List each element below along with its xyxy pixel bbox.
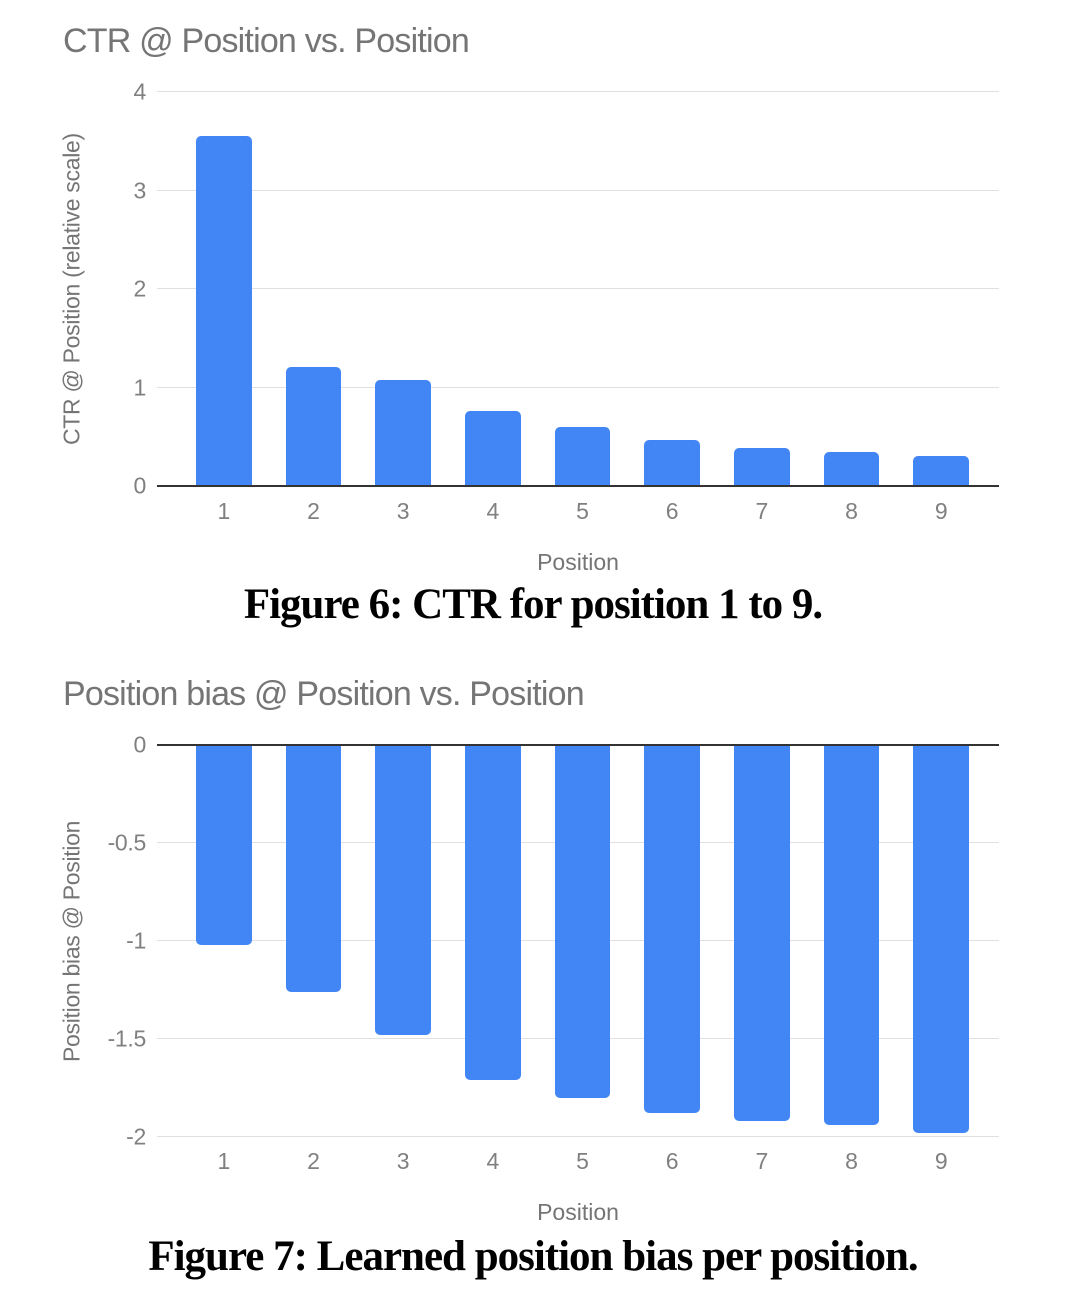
x-tick-label: 1: [217, 1148, 231, 1174]
y-tick-label: 4: [133, 78, 147, 105]
y-tick-label: 0: [133, 472, 147, 499]
bars-row: [179, 92, 986, 486]
y-tick-label: -1.5: [107, 1025, 147, 1052]
y-axis-labels: 0 1 2 3 4: [0, 79, 147, 499]
bar-position-7: [734, 745, 790, 1122]
y-tick-label: 3: [133, 177, 147, 203]
bar-cell: [179, 92, 269, 486]
bar-cell: [269, 745, 359, 1137]
gridline: [157, 1136, 999, 1137]
bar-cell: [717, 745, 807, 1137]
bar-cell: [896, 745, 986, 1137]
gridline: [157, 91, 999, 92]
x-tick-label: 2: [307, 498, 320, 524]
x-tick-label: 9: [934, 1148, 948, 1174]
x-tick-label: 7: [755, 1148, 769, 1174]
bars-row: [179, 745, 986, 1137]
bar-position-5: [554, 426, 611, 486]
x-tick-label: 4: [486, 498, 500, 524]
x-tick-label: 7: [755, 498, 769, 524]
bar-position-2: [285, 366, 342, 486]
bar-cell: [896, 92, 986, 486]
bar-position-4: [465, 411, 521, 486]
gridline: [157, 386, 999, 388]
y-tick-label: 2: [133, 275, 147, 302]
gridline: [157, 189, 999, 191]
bar-cell: [627, 92, 717, 486]
chart-title: Position bias @ Position vs. Position: [63, 675, 585, 713]
bar-cell: [448, 92, 538, 486]
plot-area: [157, 744, 999, 1137]
plot-area: [157, 91, 999, 487]
x-tick-label: 8: [845, 1148, 858, 1174]
position-bias-chart: Position bias @ Position vs. Position Po…: [0, 653, 1066, 1233]
ctr-chart: CTR @ Position vs. Position CTR @ Positi…: [0, 0, 1066, 578]
bar-position-1: [196, 136, 252, 486]
bar-position-9: [913, 745, 969, 1134]
figure-7-caption: Figure 7: Learned position bias per posi…: [148, 1233, 918, 1280]
bar-cell: [807, 745, 897, 1137]
x-tick-label: 5: [576, 1148, 589, 1174]
bar-cell: [717, 92, 807, 486]
x-tick-label: 6: [665, 498, 679, 524]
zero-axis-line: [157, 485, 999, 487]
bar-position-4: [465, 745, 521, 1081]
figure-6-caption: Figure 6: CTR for position 1 to 9.: [243, 581, 823, 628]
zero-axis-line: [157, 744, 999, 746]
bar-cell: [448, 745, 538, 1137]
bar-cell: [269, 92, 359, 486]
x-tick-label: 5: [576, 498, 589, 524]
bar-position-5: [554, 745, 611, 1098]
bar-position-7: [734, 447, 790, 486]
bar-cell: [538, 745, 628, 1137]
x-axis-labels: 1 2 3 4 5 6 7 8 9: [179, 498, 986, 526]
y-tick-label: -1: [126, 927, 146, 954]
x-tick-label: 1: [217, 498, 231, 524]
x-tick-label: 3: [396, 1148, 410, 1174]
x-axis-labels: 1 2 3 4 5 6 7 8 9: [179, 1148, 986, 1176]
bar-cell: [538, 92, 628, 486]
bar-position-8: [823, 745, 880, 1126]
y-tick-label: 0: [133, 731, 147, 758]
bar-position-2: [285, 745, 342, 992]
gridline: [157, 288, 999, 289]
y-axis-labels: 0 -0.5 -1 -1.5 -2: [0, 732, 147, 1150]
x-tick-label: 6: [665, 1148, 679, 1174]
x-tick-label: 2: [307, 1148, 320, 1174]
bar-cell: [627, 745, 717, 1137]
y-tick-label: -2: [126, 1123, 146, 1150]
bar-position-3: [375, 379, 431, 486]
bar-position-3: [375, 745, 431, 1036]
bar-cell: [358, 92, 448, 486]
bar-position-1: [196, 745, 252, 945]
bar-cell: [179, 745, 269, 1137]
x-tick-label: 8: [845, 498, 858, 524]
x-axis-title: Position: [537, 1199, 619, 1225]
y-tick-label: -0.5: [107, 829, 147, 856]
bar-position-9: [913, 456, 969, 486]
bar-cell: [807, 92, 897, 486]
y-tick-label: 1: [133, 374, 147, 400]
bar-cell: [358, 745, 448, 1137]
x-tick-label: 3: [396, 498, 410, 524]
bar-position-6: [644, 439, 700, 486]
bar-position-6: [644, 745, 700, 1114]
x-tick-label: 4: [486, 1148, 500, 1174]
bar-position-8: [823, 451, 880, 486]
chart-title: CTR @ Position vs. Position: [63, 22, 470, 60]
x-axis-title: Position: [537, 549, 619, 575]
x-tick-label: 9: [934, 498, 948, 524]
